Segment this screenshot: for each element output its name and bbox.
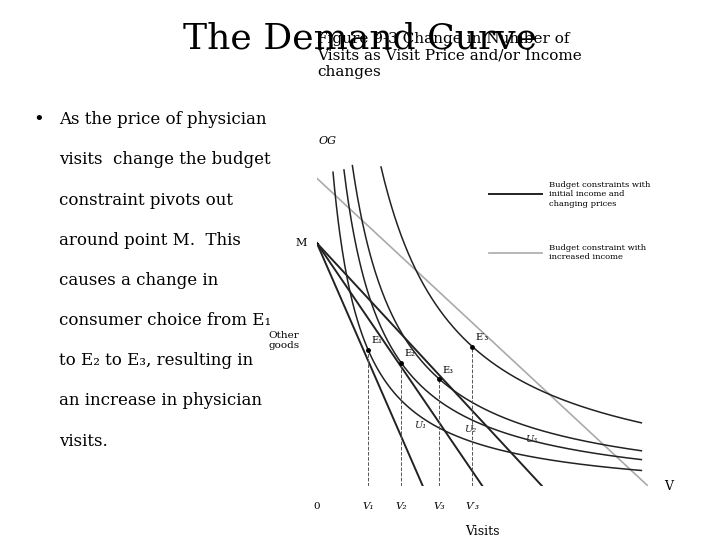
Text: V₂: V₂ [395, 502, 407, 511]
Text: Figure 9-3 Change in Number of
Visits as Visit Price and/or Income
changes: Figure 9-3 Change in Number of Visits as… [317, 32, 582, 79]
Text: consumer choice from E₁: consumer choice from E₁ [59, 312, 271, 329]
Text: V′₃: V′₃ [465, 502, 480, 511]
Text: U₁: U₁ [415, 421, 427, 430]
Text: around point M.  This: around point M. This [59, 232, 241, 249]
Text: The Demand Curve: The Demand Curve [183, 22, 537, 56]
Text: U₂: U₂ [464, 426, 477, 434]
Text: OG: OG [318, 136, 336, 146]
Text: As the price of physician: As the price of physician [59, 111, 266, 128]
Text: E′₃: E′₃ [476, 333, 489, 342]
Text: Visits: Visits [465, 525, 500, 538]
Text: U₃: U₃ [526, 435, 538, 444]
Text: E₂: E₂ [405, 349, 415, 359]
Text: V₃: V₃ [433, 502, 445, 511]
Text: M: M [295, 238, 307, 248]
Text: an increase in physician: an increase in physician [59, 393, 262, 409]
Text: Other
goods: Other goods [268, 330, 300, 350]
Text: visits  change the budget: visits change the budget [59, 151, 271, 168]
Text: E₁: E₁ [372, 336, 382, 346]
Text: Budget constraints with
initial income and
changing prices: Budget constraints with initial income a… [549, 181, 650, 207]
Text: E₃: E₃ [443, 366, 454, 375]
Text: constraint pivots out: constraint pivots out [59, 192, 233, 208]
Text: V₁: V₁ [362, 502, 374, 511]
Text: causes a change in: causes a change in [59, 272, 218, 289]
Text: •: • [33, 111, 44, 129]
Text: 0: 0 [313, 502, 320, 511]
Text: Budget constraint with
increased income: Budget constraint with increased income [549, 244, 646, 261]
Text: visits.: visits. [59, 433, 108, 450]
Text: to E₂ to E₃, resulting in: to E₂ to E₃, resulting in [59, 352, 253, 369]
Text: V: V [665, 480, 674, 492]
